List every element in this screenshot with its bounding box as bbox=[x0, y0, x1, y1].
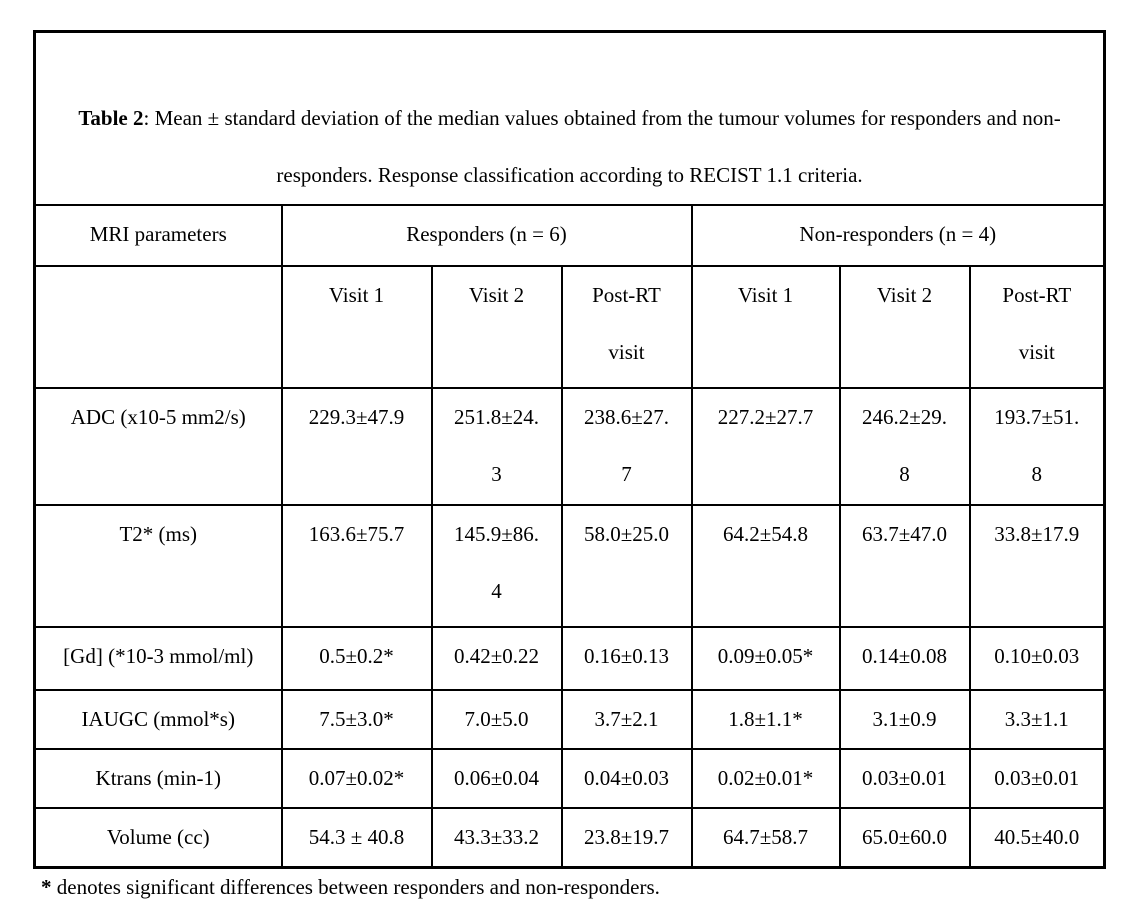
footnote-text: denotes significant differences between … bbox=[51, 875, 660, 899]
table-row-t2star: T2* (ms) 163.6±75.7 145.9±86. 4 58.0±25.… bbox=[33, 504, 1106, 628]
caption-row: Table 2: Mean ± standard deviation of th… bbox=[33, 30, 1106, 206]
table-footnote: * denotes significant differences betwee… bbox=[41, 874, 1103, 900]
value-cell: 229.3±47.9 bbox=[280, 387, 433, 506]
value-cell: 1.8±1.1* bbox=[690, 689, 841, 750]
value-cell: 0.04±0.03 bbox=[560, 748, 693, 809]
visit-header: Visit 1 bbox=[280, 265, 433, 389]
value-cell: 65.0±60.0 bbox=[838, 807, 971, 869]
group-header-responders: Responders (n = 6) bbox=[280, 204, 693, 267]
table-row-volume: Volume (cc) 54.3 ± 40.8 43.3±33.2 23.8±1… bbox=[33, 807, 1106, 869]
value-cell: 3.3±1.1 bbox=[968, 689, 1106, 750]
visit-header-row: Visit 1 Visit 2 Post-RT visit Visit 1 Vi… bbox=[33, 265, 1106, 389]
visit-header: Visit 1 bbox=[690, 265, 841, 389]
caption-label: Table 2 bbox=[78, 106, 144, 130]
value-cell: 0.5±0.2* bbox=[280, 626, 433, 691]
value-cell: 0.42±0.22 bbox=[430, 626, 563, 691]
group-header-row: MRI parameters Responders (n = 6) Non-re… bbox=[33, 204, 1106, 267]
table-row-iaugc: IAUGC (mmol*s) 7.5±3.0* 7.0±5.0 3.7±2.1 … bbox=[33, 689, 1106, 750]
value-cell: 251.8±24. 3 bbox=[430, 387, 563, 506]
value-cell: 63.7±47.0 bbox=[838, 504, 971, 628]
row-label: T2* (ms) bbox=[33, 504, 283, 628]
table-row-ktrans: Ktrans (min-1) 0.07±0.02* 0.06±0.04 0.04… bbox=[33, 748, 1106, 809]
value-cell: 0.03±0.01 bbox=[838, 748, 971, 809]
value-cell: 0.07±0.02* bbox=[280, 748, 433, 809]
empty-corner-cell bbox=[33, 265, 283, 389]
table-row-gd: [Gd] (*10-3 mmol/ml) 0.5±0.2* 0.42±0.22 … bbox=[33, 626, 1106, 691]
corner-header: MRI parameters bbox=[33, 204, 283, 267]
visit-header: Visit 2 bbox=[838, 265, 971, 389]
visit-header: Post-RT visit bbox=[968, 265, 1106, 389]
value-cell: 58.0±25.0 bbox=[560, 504, 693, 628]
row-label: Ktrans (min-1) bbox=[33, 748, 283, 809]
table-caption: Table 2: Mean ± standard deviation of th… bbox=[33, 30, 1106, 206]
value-cell: 7.5±3.0* bbox=[280, 689, 433, 750]
value-cell: 145.9±86. 4 bbox=[430, 504, 563, 628]
value-cell: 3.7±2.1 bbox=[560, 689, 693, 750]
table-row-adc: ADC (x10-5 mm2/s) 229.3±47.9 251.8±24. 3… bbox=[33, 387, 1106, 506]
value-cell: 23.8±19.7 bbox=[560, 807, 693, 869]
value-cell: 0.14±0.08 bbox=[838, 626, 971, 691]
value-cell: 3.1±0.9 bbox=[838, 689, 971, 750]
value-cell: 0.10±0.03 bbox=[968, 626, 1106, 691]
value-cell: 7.0±5.0 bbox=[430, 689, 563, 750]
value-cell: 40.5±40.0 bbox=[968, 807, 1106, 869]
row-label: IAUGC (mmol*s) bbox=[33, 689, 283, 750]
visit-header: Visit 2 bbox=[430, 265, 563, 389]
value-cell: 0.02±0.01* bbox=[690, 748, 841, 809]
footnote-marker: * bbox=[41, 875, 52, 899]
value-cell: 238.6±27. 7 bbox=[560, 387, 693, 506]
group-header-non-responders: Non-responders (n = 4) bbox=[690, 204, 1106, 267]
visit-header: Post-RT visit bbox=[560, 265, 693, 389]
row-label: ADC (x10-5 mm2/s) bbox=[33, 387, 283, 506]
value-cell: 163.6±75.7 bbox=[280, 504, 433, 628]
value-cell: 193.7±51. 8 bbox=[968, 387, 1106, 506]
value-cell: 54.3 ± 40.8 bbox=[280, 807, 433, 869]
value-cell: 64.7±58.7 bbox=[690, 807, 841, 869]
value-cell: 0.16±0.13 bbox=[560, 626, 693, 691]
value-cell: 0.09±0.05* bbox=[690, 626, 841, 691]
results-table: Table 2: Mean ± standard deviation of th… bbox=[33, 30, 1107, 869]
value-cell: 64.2±54.8 bbox=[690, 504, 841, 628]
value-cell: 227.2±27.7 bbox=[690, 387, 841, 506]
value-cell: 0.03±0.01 bbox=[968, 748, 1106, 809]
row-label: Volume (cc) bbox=[33, 807, 283, 869]
caption-text: : Mean ± standard deviation of the media… bbox=[143, 106, 1061, 187]
value-cell: 43.3±33.2 bbox=[430, 807, 563, 869]
value-cell: 33.8±17.9 bbox=[968, 504, 1106, 628]
value-cell: 0.06±0.04 bbox=[430, 748, 563, 809]
row-label: [Gd] (*10-3 mmol/ml) bbox=[33, 626, 283, 691]
value-cell: 246.2±29. 8 bbox=[838, 387, 971, 506]
